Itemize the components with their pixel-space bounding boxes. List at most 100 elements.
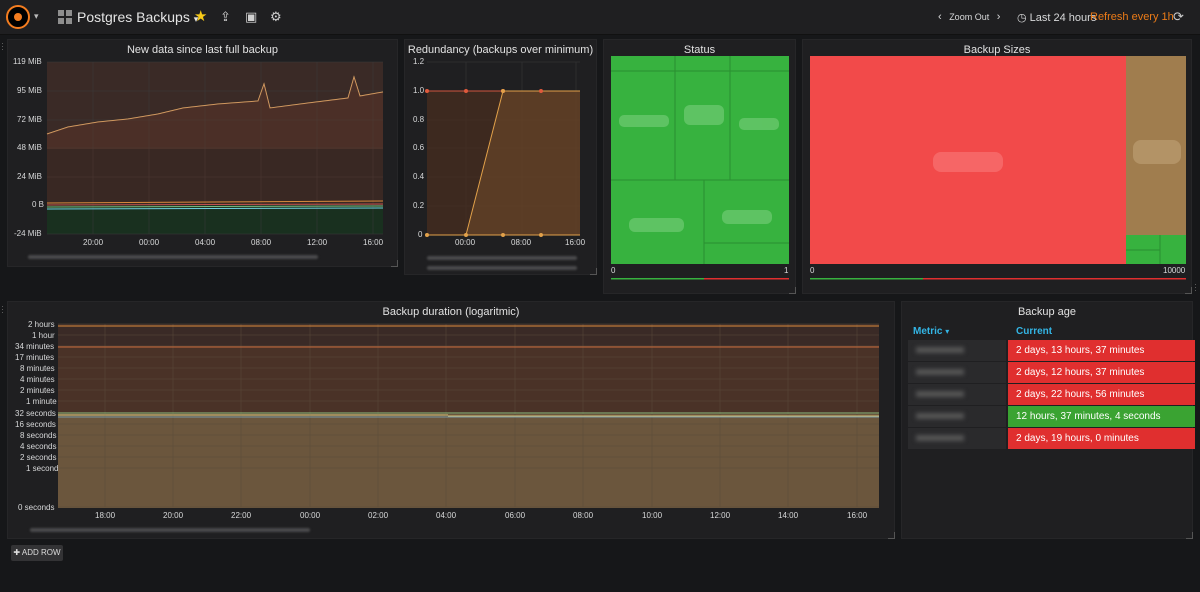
x-tick: 12:00 xyxy=(710,511,731,520)
new-data-graph xyxy=(46,61,384,235)
duration-graph xyxy=(58,323,879,508)
panel-title[interactable]: Status xyxy=(683,44,716,56)
x-tick: 16:00 xyxy=(363,238,384,247)
current-value-cell: 12 hours, 37 minutes, 4 seconds xyxy=(1008,406,1195,427)
resize-handle[interactable] xyxy=(789,287,796,294)
panel-backup-sizes: Backup Sizes 0 10000 xyxy=(802,39,1192,294)
panel-title[interactable]: Backup age xyxy=(1017,306,1077,318)
x-tick: 10:00 xyxy=(642,511,663,520)
row-handle[interactable]: · · · xyxy=(1,301,4,317)
legend[interactable] xyxy=(427,266,577,270)
refresh-interval[interactable]: Refresh every 1h xyxy=(1090,11,1174,23)
legend[interactable] xyxy=(30,528,310,532)
panel-title[interactable]: Backup duration (logaritmic) xyxy=(382,306,520,318)
chevron-down-icon[interactable]: ▾ xyxy=(34,11,39,21)
resize-handle[interactable] xyxy=(888,532,895,539)
y-tick: 4 seconds xyxy=(20,442,57,451)
panel-title[interactable]: Backup Sizes xyxy=(963,44,1031,56)
panel-title[interactable]: Redundancy (backups over minimum) xyxy=(407,44,594,56)
y-tick: 4 minutes xyxy=(20,375,55,384)
row-handle[interactable]: · · · xyxy=(1,38,4,54)
table-row: 2 days, 19 hours, 0 minutes xyxy=(908,428,1195,449)
x-tick: 04:00 xyxy=(195,238,216,247)
x-tick: 00:00 xyxy=(455,238,476,247)
resize-handle[interactable] xyxy=(1185,287,1192,294)
y-tick: 8 minutes xyxy=(20,364,55,373)
panel-new-data: New data since last full backup 119 MiB … xyxy=(7,39,398,267)
panel-redundancy: Redundancy (backups over minimum) 1.2 1.… xyxy=(404,39,597,275)
chevron-right-icon[interactable]: › xyxy=(996,11,1001,23)
y-tick: 48 MiB xyxy=(17,143,42,152)
clock-icon: ◷ xyxy=(1017,12,1027,24)
y-tick: 0.4 xyxy=(413,172,425,181)
add-row-button[interactable]: ✚ ADD ROW xyxy=(11,545,63,561)
y-tick: 119 MiB xyxy=(13,57,42,66)
current-value-cell: 2 days, 13 hours, 37 minutes xyxy=(1008,340,1195,361)
y-tick: 2 minutes xyxy=(20,386,55,395)
dashboard-grid-icon xyxy=(58,10,72,24)
x-tick: 08:00 xyxy=(573,511,594,520)
gear-icon[interactable]: ⚙ xyxy=(270,9,282,24)
redundancy-graph xyxy=(425,61,580,237)
panel-backup-duration: Backup duration (logaritmic) 2 hours 1 h… xyxy=(7,301,895,539)
time-range-picker[interactable]: ◷ Last 24 hours xyxy=(1017,12,1097,24)
star-icon[interactable]: ★ xyxy=(194,8,208,25)
y-tick: 34 minutes xyxy=(15,342,55,351)
legend[interactable] xyxy=(28,255,318,259)
metric-cell xyxy=(908,384,1006,405)
y-tick: 24 MiB xyxy=(17,172,42,181)
chevron-left-icon[interactable]: ‹ xyxy=(938,11,942,23)
x-tick: 00:00 xyxy=(300,511,321,520)
y-tick: 0 B xyxy=(32,200,45,209)
resize-handle[interactable] xyxy=(391,260,398,267)
grafana-logo-icon[interactable] xyxy=(6,5,30,29)
scale-min: 0 xyxy=(810,266,815,275)
y-tick: 2 hours xyxy=(28,320,55,329)
y-tick: 1 second xyxy=(26,464,59,473)
y-tick: 1.0 xyxy=(413,86,425,95)
x-tick: 20:00 xyxy=(83,238,104,247)
save-icon[interactable]: ▣ xyxy=(245,9,258,24)
column-header-metric[interactable]: Metric ▾ xyxy=(913,326,950,337)
current-value-cell: 2 days, 22 hours, 56 minutes xyxy=(1008,384,1195,405)
metric-cell xyxy=(908,406,1006,427)
y-tick: 1.2 xyxy=(413,57,425,66)
resize-handle[interactable] xyxy=(590,268,597,275)
refresh-icon[interactable]: ⟳ xyxy=(1173,9,1184,24)
x-tick: 14:00 xyxy=(778,511,799,520)
y-tick: 1 minute xyxy=(26,397,57,406)
x-tick: 04:00 xyxy=(436,511,457,520)
y-tick: 17 minutes xyxy=(15,353,55,362)
y-tick: -24 MiB xyxy=(14,229,42,238)
y-tick: 8 seconds xyxy=(20,431,57,440)
x-tick: 12:00 xyxy=(307,238,328,247)
y-tick: 72 MiB xyxy=(17,115,42,124)
column-header-current[interactable]: Current xyxy=(1016,326,1053,337)
share-icon[interactable]: ⇪ xyxy=(220,9,231,24)
zoom-out-button[interactable]: Zoom Out xyxy=(949,12,990,22)
table-row: 2 days, 12 hours, 37 minutes xyxy=(908,362,1195,383)
row-handle[interactable]: · · · xyxy=(1194,279,1197,295)
y-tick: 95 MiB xyxy=(17,86,42,95)
top-navbar: ▾ Postgres Backups ▾ ★ ⇪ ▣ ⚙ ‹ Zoom Out … xyxy=(0,0,1200,35)
resize-handle[interactable] xyxy=(1186,532,1193,539)
table-row: 2 days, 22 hours, 56 minutes xyxy=(908,384,1195,405)
y-tick: 32 seconds xyxy=(15,409,56,418)
scale-min: 0 xyxy=(611,266,616,275)
zoom-out-control[interactable]: ‹ Zoom Out › xyxy=(938,11,1000,23)
panel-backup-age: Backup age Metric ▾ Current 2 days, 13 h… xyxy=(901,301,1195,539)
legend[interactable] xyxy=(427,256,577,260)
y-tick: 1 hour xyxy=(32,331,55,340)
x-tick: 20:00 xyxy=(163,511,184,520)
y-tick: 16 seconds xyxy=(15,420,56,429)
y-tick: 0.8 xyxy=(413,115,425,124)
dashboard-title[interactable]: Postgres Backups ▾ xyxy=(77,9,199,25)
x-tick: 18:00 xyxy=(95,511,116,520)
current-value-cell: 2 days, 12 hours, 37 minutes xyxy=(1008,362,1195,383)
sort-caret-icon: ▾ xyxy=(945,327,950,336)
metric-cell xyxy=(908,428,1006,449)
x-tick: 00:00 xyxy=(139,238,160,247)
metric-cell xyxy=(908,362,1006,383)
panel-title[interactable]: New data since last full backup xyxy=(126,44,279,56)
current-value-cell: 2 days, 19 hours, 0 minutes xyxy=(1008,428,1195,449)
